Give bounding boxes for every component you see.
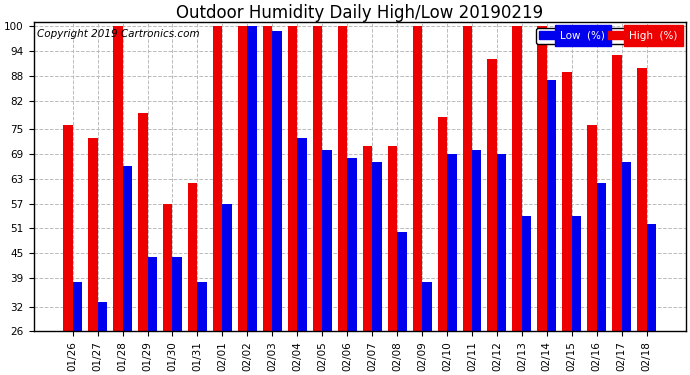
Bar bbox=[587, 125, 597, 331]
Bar bbox=[388, 146, 397, 331]
Bar bbox=[72, 282, 82, 331]
Bar bbox=[538, 27, 547, 331]
Bar bbox=[188, 183, 197, 331]
Bar bbox=[172, 257, 182, 331]
Bar bbox=[447, 154, 457, 331]
Bar bbox=[437, 117, 447, 331]
Bar bbox=[547, 80, 556, 331]
Bar bbox=[372, 162, 382, 331]
Bar bbox=[322, 150, 332, 331]
Bar bbox=[422, 282, 431, 331]
Bar bbox=[522, 216, 531, 331]
Title: Outdoor Humidity Daily High/Low 20190219: Outdoor Humidity Daily High/Low 20190219 bbox=[176, 4, 543, 22]
Bar bbox=[497, 154, 506, 331]
Bar bbox=[138, 113, 148, 331]
Bar bbox=[513, 27, 522, 331]
Bar bbox=[97, 302, 107, 331]
Bar bbox=[612, 55, 622, 331]
Bar bbox=[363, 146, 372, 331]
Bar bbox=[247, 27, 257, 331]
Bar bbox=[397, 232, 406, 331]
Bar bbox=[288, 27, 297, 331]
Bar bbox=[238, 27, 247, 331]
Bar bbox=[337, 27, 347, 331]
Bar bbox=[413, 27, 422, 331]
Bar bbox=[597, 183, 607, 331]
Legend: Low  (%), High  (%): Low (%), High (%) bbox=[536, 27, 680, 44]
Bar bbox=[487, 59, 497, 331]
Bar bbox=[572, 216, 581, 331]
Bar bbox=[63, 125, 72, 331]
Bar bbox=[88, 138, 97, 331]
Bar bbox=[647, 224, 656, 331]
Bar bbox=[313, 27, 322, 331]
Bar bbox=[273, 31, 282, 331]
Text: Copyright 2019 Cartronics.com: Copyright 2019 Cartronics.com bbox=[37, 28, 199, 39]
Bar bbox=[562, 72, 572, 331]
Bar bbox=[462, 27, 472, 331]
Bar bbox=[622, 162, 631, 331]
Bar bbox=[197, 282, 207, 331]
Bar bbox=[123, 166, 132, 331]
Bar bbox=[113, 27, 123, 331]
Bar bbox=[472, 150, 482, 331]
Bar bbox=[637, 68, 647, 331]
Bar bbox=[263, 27, 273, 331]
Bar bbox=[347, 158, 357, 331]
Bar bbox=[148, 257, 157, 331]
Bar bbox=[222, 204, 232, 331]
Bar bbox=[213, 27, 222, 331]
Bar bbox=[297, 138, 307, 331]
Bar bbox=[163, 204, 172, 331]
